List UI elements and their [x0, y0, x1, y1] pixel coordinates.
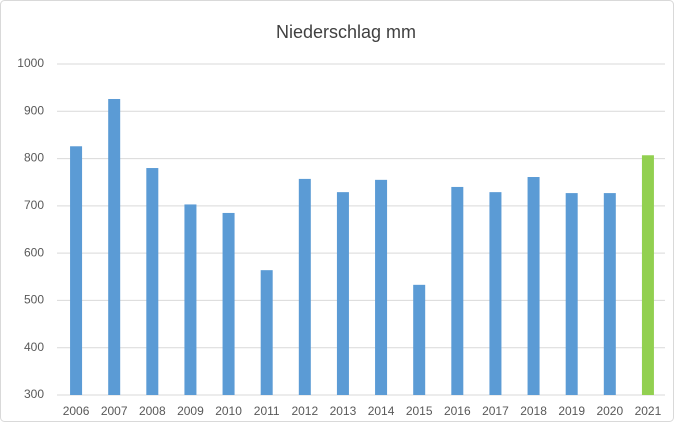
- x-tick-label: 2009: [177, 404, 204, 418]
- x-tick-label: 2006: [63, 404, 90, 418]
- y-tick-label: 800: [24, 151, 44, 165]
- bar: [108, 98, 121, 396]
- bar: [527, 177, 540, 395]
- x-tick-label: 2019: [558, 404, 585, 418]
- x-tick-label: 2013: [330, 404, 357, 418]
- bar: [641, 155, 654, 395]
- x-tick-label: 2015: [406, 404, 433, 418]
- bar: [375, 179, 388, 395]
- x-tick-label: 2014: [368, 404, 395, 418]
- x-tick-label: 2012: [291, 404, 318, 418]
- bar: [222, 212, 235, 395]
- x-tick-label: 2010: [215, 404, 242, 418]
- bar: [565, 193, 578, 395]
- bar: [489, 192, 502, 395]
- chart-title: Niederschlag mm: [276, 22, 416, 42]
- bar: [260, 270, 273, 395]
- y-tick-label: 700: [24, 198, 44, 212]
- y-tick-label: 300: [24, 387, 44, 401]
- bar: [603, 193, 616, 395]
- x-tick-label: 2017: [482, 404, 509, 418]
- y-tick-label: 900: [24, 103, 44, 117]
- y-tick-label: 500: [24, 293, 44, 307]
- y-tick-label: 1000: [17, 56, 44, 70]
- bar: [298, 178, 311, 395]
- x-tick-label: 2018: [520, 404, 547, 418]
- x-tick-label: 2021: [635, 404, 662, 418]
- x-tick-label: 2011: [254, 404, 280, 418]
- x-tick-label: 2007: [101, 404, 128, 418]
- bar: [184, 204, 197, 395]
- bar: [336, 192, 349, 395]
- y-tick-label: 400: [24, 340, 44, 354]
- x-tick-label: 2020: [596, 404, 623, 418]
- bar: [451, 186, 464, 395]
- y-tick-label: 600: [24, 245, 44, 259]
- bar: [70, 146, 83, 395]
- bar: [413, 284, 426, 395]
- bar: [146, 168, 159, 395]
- x-tick-label: 2008: [139, 404, 166, 418]
- x-tick-label: 2016: [444, 404, 471, 418]
